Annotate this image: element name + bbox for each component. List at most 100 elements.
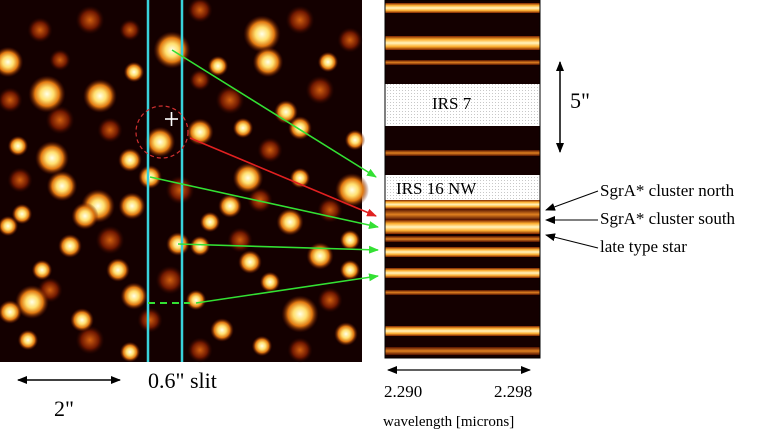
star xyxy=(0,300,22,324)
annotation-late-type: late type star xyxy=(600,237,687,256)
faint-star xyxy=(317,287,343,313)
faint-star xyxy=(95,225,125,255)
star xyxy=(17,329,39,351)
pointer-cluster-north xyxy=(545,190,599,211)
star xyxy=(334,322,358,346)
wavelength-tick-max: 2.298 xyxy=(494,382,533,401)
star xyxy=(276,208,304,236)
irs16nw-band xyxy=(385,175,540,200)
faint-star xyxy=(75,325,105,355)
star xyxy=(207,55,229,77)
spectrum-band xyxy=(385,220,540,234)
faint-star xyxy=(257,137,283,163)
faint-star xyxy=(155,265,185,295)
spectrum-band xyxy=(385,347,540,355)
faint-star xyxy=(7,167,33,193)
spectrum-band xyxy=(385,209,540,220)
star xyxy=(243,15,281,53)
faint-star xyxy=(227,227,253,253)
spectrum-band xyxy=(385,268,540,278)
star xyxy=(0,46,24,78)
star xyxy=(185,289,207,311)
spectrum-band xyxy=(385,200,540,209)
star xyxy=(210,318,234,342)
star xyxy=(218,194,242,218)
star xyxy=(28,75,66,113)
star xyxy=(232,117,254,139)
star-label-irs16nw: IRS 16 NW xyxy=(396,179,477,198)
wavelength-axis-label: wavelength [microns] xyxy=(383,414,515,430)
arrow-irs7 xyxy=(171,49,377,178)
faint-star xyxy=(0,87,23,113)
faint-star xyxy=(119,19,141,41)
faint-star xyxy=(287,337,313,363)
star xyxy=(238,250,262,274)
star xyxy=(339,259,361,281)
star xyxy=(0,215,19,237)
faint-star xyxy=(45,105,75,135)
star xyxy=(199,211,221,233)
star xyxy=(317,51,339,73)
faint-star xyxy=(247,187,273,213)
spectrum-band xyxy=(385,290,540,295)
spectrum-band xyxy=(385,3,540,13)
faint-star xyxy=(187,337,213,363)
star xyxy=(189,235,211,257)
star xyxy=(288,116,312,140)
star xyxy=(83,79,117,113)
star xyxy=(15,285,49,319)
sgra-circle xyxy=(135,105,189,159)
star xyxy=(281,295,319,333)
faint-star xyxy=(215,85,245,115)
spectrum-band xyxy=(385,247,540,257)
wavelength-tick-min: 2.290 xyxy=(384,382,423,401)
star xyxy=(11,203,33,225)
annotation-cluster-south: SgrA* cluster south xyxy=(600,209,736,228)
spectrum-panel xyxy=(384,0,541,359)
faint-star xyxy=(75,5,105,35)
spectrum-band xyxy=(385,150,540,156)
faint-star xyxy=(165,175,195,205)
irs7-band xyxy=(385,84,540,126)
star xyxy=(106,258,130,282)
star xyxy=(123,61,145,83)
faint-star xyxy=(137,307,163,333)
faint-star xyxy=(189,69,211,91)
connector-arrows xyxy=(149,49,379,304)
star xyxy=(7,135,29,157)
faint-star xyxy=(337,27,363,53)
star xyxy=(259,271,281,293)
star xyxy=(306,242,334,270)
arrow-mid-star xyxy=(177,243,379,254)
star xyxy=(120,282,148,310)
vertical-scale-label: 5" xyxy=(570,88,590,113)
star-label-irs7: IRS 7 xyxy=(432,94,472,113)
star xyxy=(118,148,142,172)
spectrum-band xyxy=(385,326,540,336)
slit-label: 0.6" slit xyxy=(148,368,217,393)
star xyxy=(289,167,311,189)
faint-star xyxy=(187,0,213,23)
spectrum-band xyxy=(385,236,540,242)
star xyxy=(71,202,99,230)
star xyxy=(251,335,273,357)
faint-star xyxy=(97,117,123,143)
arrow-irs16nw xyxy=(149,176,379,229)
star xyxy=(335,173,369,207)
star xyxy=(339,229,361,251)
star xyxy=(144,126,176,158)
image-panel xyxy=(0,0,369,363)
star xyxy=(46,170,78,202)
star xyxy=(58,234,82,258)
star xyxy=(35,141,69,175)
faint-star xyxy=(27,17,53,43)
star xyxy=(252,46,284,78)
star xyxy=(118,192,146,220)
faint-star xyxy=(317,197,343,223)
faint-star xyxy=(49,49,71,71)
sgra-cross-icon xyxy=(165,112,178,126)
spectrum-band xyxy=(385,36,540,50)
annotation-cluster-north: SgrA* cluster north xyxy=(600,181,735,200)
star xyxy=(119,341,141,363)
